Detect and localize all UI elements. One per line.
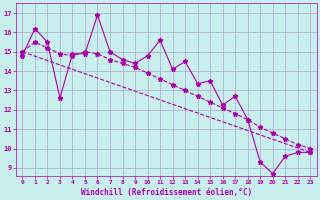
X-axis label: Windchill (Refroidissement éolien,°C): Windchill (Refroidissement éolien,°C) <box>81 188 252 197</box>
